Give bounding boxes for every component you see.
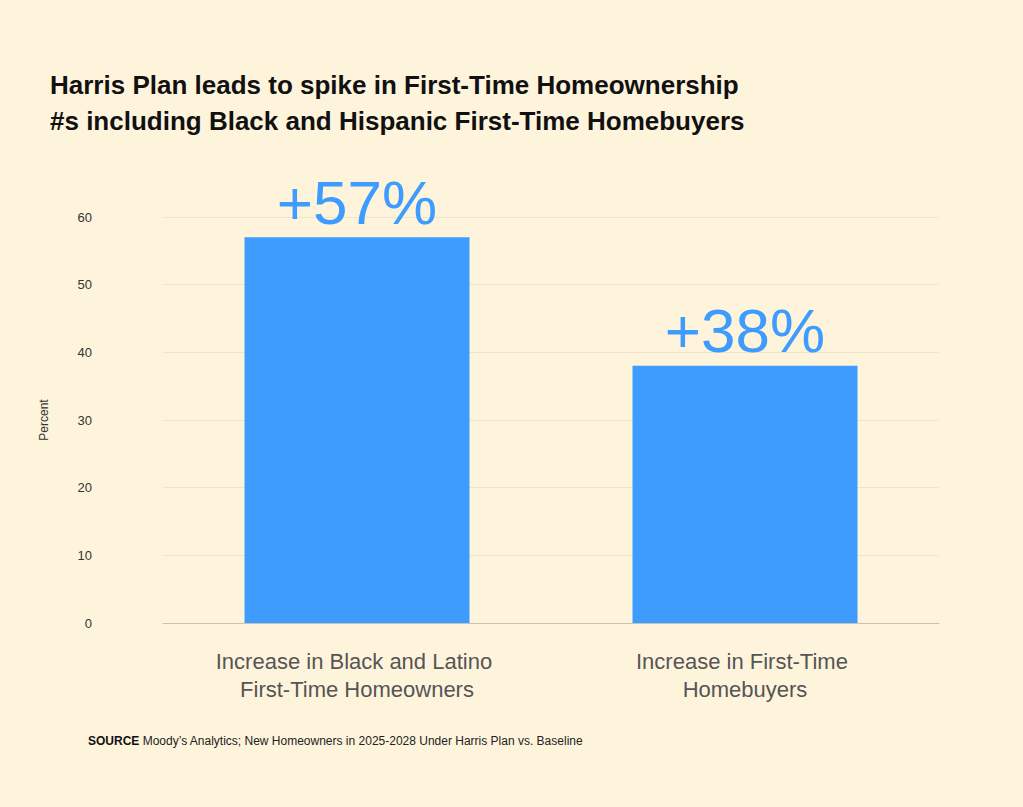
svg-text:Increase in Black and Latino: Increase in Black and Latino [216,649,499,674]
svg-text:10: 10 [78,548,92,563]
svg-text:Increase in First-Time: Increase in First-Time [636,649,854,674]
svg-text:Percent: Percent [37,399,51,441]
svg-text:Homebuyers: Homebuyers [683,677,808,702]
svg-text:First-Time Homeowners: First-Time Homeowners [240,677,474,702]
svg-text:#s including Black and Hispani: #s including Black and Hispanic First-Ti… [50,106,744,136]
svg-text:+38%: +38% [665,296,825,365]
svg-text:0: 0 [85,616,92,631]
svg-text:+57%: +57% [277,168,437,237]
svg-text:60: 60 [78,210,92,225]
svg-text:SOURCE: SOURCE [88,734,139,748]
svg-text:30: 30 [78,413,92,428]
svg-text:Moody’s Analytics; New Homeown: Moody’s Analytics; New Homeowners in 202… [139,734,583,748]
svg-text:50: 50 [78,277,92,292]
svg-text:Harris Plan leads to spike in: Harris Plan leads to spike in First-Time… [50,70,746,100]
svg-text:20: 20 [78,480,92,495]
svg-text:40: 40 [78,345,92,360]
